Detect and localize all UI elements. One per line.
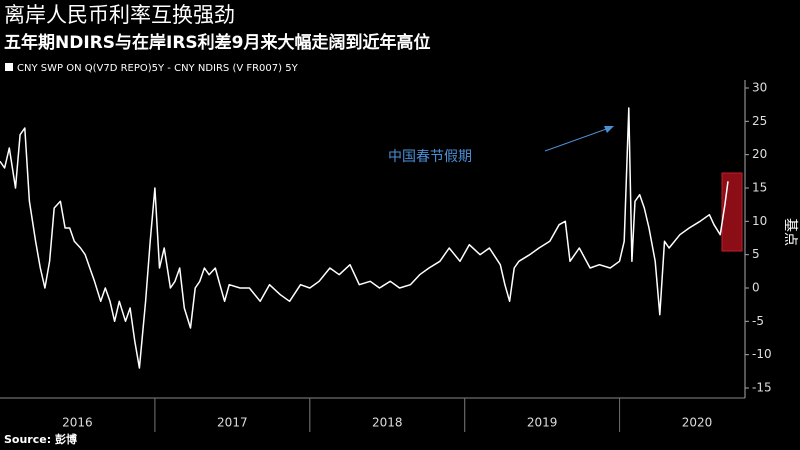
chart-subtitle: 五年期NDIRS与在岸IRS利差9月来大幅走阔到近年高位	[4, 32, 431, 53]
y-tick-label: -15	[752, 381, 772, 395]
annotation-arrow	[544, 126, 613, 152]
y-tick-label: 25	[752, 114, 767, 128]
legend-label: CNY SWP ON Q(V7D REPO)5Y - CNY NDIRS (V …	[17, 63, 299, 74]
annotation-arrowhead	[604, 126, 614, 133]
legend-swatch	[5, 63, 13, 71]
x-tick-label: 2017	[217, 416, 248, 430]
y-tick-label: 15	[752, 181, 767, 195]
annotation: 中国春节假期	[388, 149, 472, 165]
x-tick-label: 2020	[682, 416, 713, 430]
y-axis-label: 基点	[782, 218, 799, 246]
x-tick-label: 2019	[527, 416, 558, 430]
y-tick-label: 30	[752, 81, 767, 95]
y-tick-label: -10	[752, 347, 772, 361]
line-series	[0, 107, 729, 369]
highlight-box	[721, 172, 743, 252]
y-tick-label: 10	[752, 214, 767, 228]
x-tick-label: 2016	[62, 416, 93, 430]
x-tick-label: 2018	[372, 416, 403, 430]
y-tick-label: 20	[752, 147, 767, 161]
y-tick-label: 0	[752, 281, 760, 295]
y-tick-label: -5	[752, 314, 764, 328]
source: Source: 彭博	[4, 432, 77, 446]
y-tick-label: 5	[752, 247, 760, 261]
chart-title: 离岸人民币利率互换强劲	[4, 3, 235, 27]
